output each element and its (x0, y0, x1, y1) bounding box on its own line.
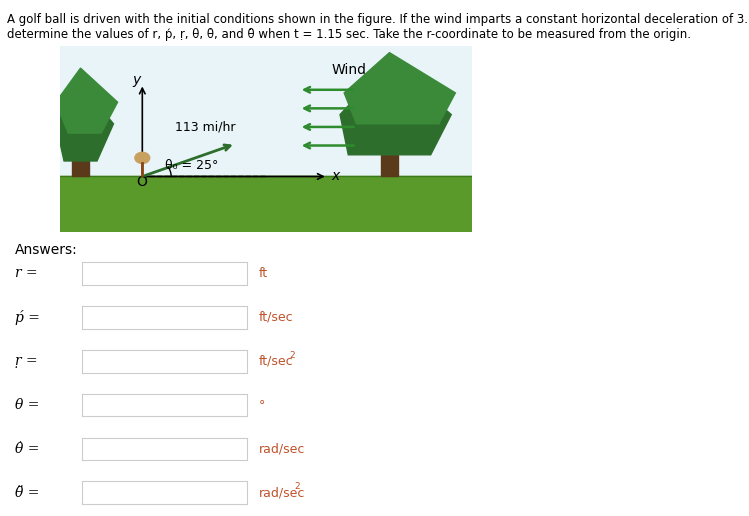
Text: A golf ball is driven with the initial conditions shown in the figure. If the wi: A golf ball is driven with the initial c… (7, 13, 749, 26)
Text: °: ° (258, 398, 265, 412)
Text: ṛ =: ṛ = (15, 354, 37, 368)
Text: ft/sec: ft/sec (258, 311, 293, 324)
Polygon shape (340, 62, 451, 155)
Text: 2: 2 (289, 350, 295, 360)
Polygon shape (345, 53, 455, 124)
Bar (60, 46, 472, 186)
Text: O: O (136, 175, 147, 189)
Text: 2: 2 (294, 482, 300, 491)
Polygon shape (55, 68, 118, 133)
Text: θ̇ =: θ̇ = (15, 442, 40, 456)
Text: i: i (67, 486, 72, 500)
Text: θ₀ = 25°: θ₀ = 25° (165, 159, 219, 172)
Bar (60, 176, 472, 232)
Text: r =: r = (15, 266, 37, 281)
Polygon shape (55, 84, 114, 161)
Text: 113 mi/hr: 113 mi/hr (175, 120, 236, 133)
Text: rad/sec: rad/sec (258, 486, 305, 499)
Text: θ̈ =: θ̈ = (15, 486, 40, 500)
Text: determine the values of r, ṕ, ṛ, θ, θ̇, and θ̈ when t = 1.15 sec. Take the r-coo: determine the values of r, ṕ, ṛ, θ, θ̇, … (7, 28, 691, 41)
Text: ft/sec: ft/sec (258, 354, 293, 368)
Text: ṕ =: ṕ = (15, 310, 40, 325)
Circle shape (135, 152, 150, 164)
Text: x: x (332, 169, 340, 183)
Text: Wind: Wind (332, 63, 367, 77)
Text: Answers:: Answers: (15, 243, 78, 256)
Text: ft: ft (258, 267, 267, 280)
Text: y: y (132, 73, 140, 87)
Text: rad/sec: rad/sec (258, 442, 305, 456)
Text: i: i (67, 442, 72, 456)
Text: i: i (67, 266, 72, 281)
Text: θ =: θ = (15, 398, 40, 412)
Text: i: i (67, 354, 72, 368)
Text: i: i (67, 398, 72, 412)
Text: i: i (67, 310, 72, 325)
